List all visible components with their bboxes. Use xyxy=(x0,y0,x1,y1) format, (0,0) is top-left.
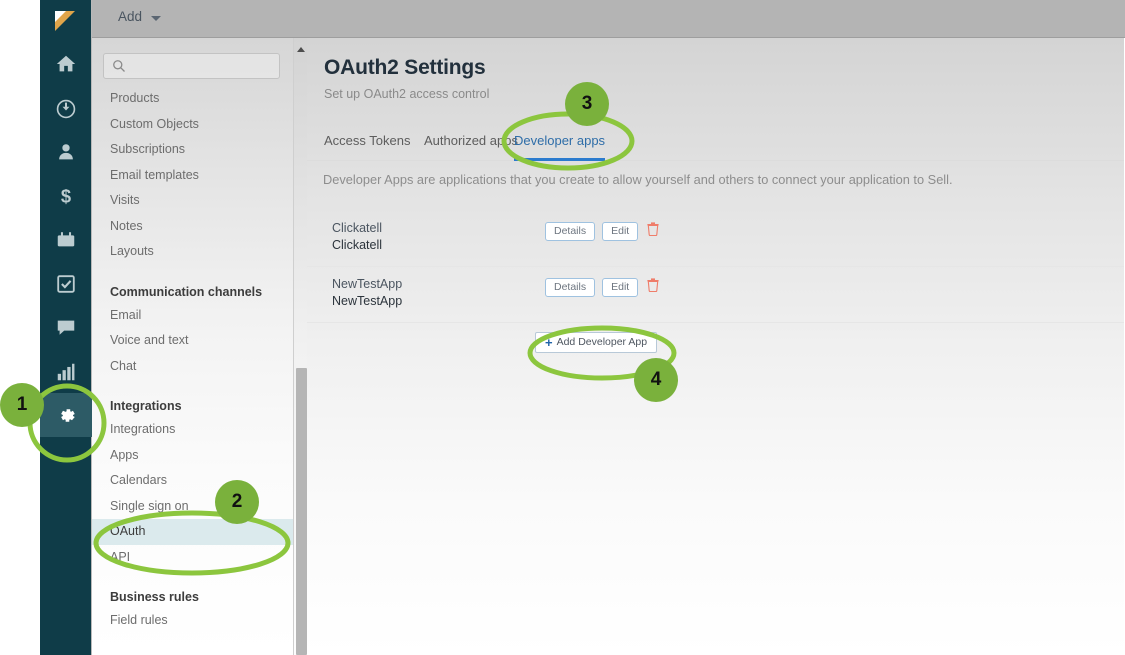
nav-item-apps[interactable]: Apps xyxy=(110,447,139,462)
nav-item-email-templates[interactable]: Email templates xyxy=(110,167,199,182)
settings-gear-rail-icon[interactable] xyxy=(40,393,92,437)
row-actions: Details Edit xyxy=(545,278,659,297)
nav-group-integrations: Integrations xyxy=(110,399,182,413)
svg-text:$: $ xyxy=(61,185,71,206)
deals-icon xyxy=(55,98,77,120)
rail-item-tasks[interactable] xyxy=(40,262,92,306)
dollar-icon: $ xyxy=(55,185,77,207)
trash-icon[interactable] xyxy=(647,222,659,241)
edit-button[interactable]: Edit xyxy=(602,222,639,241)
app-names: NewTestApp NewTestApp xyxy=(332,276,402,310)
plus-icon: + xyxy=(545,335,553,350)
nav-item-integrations[interactable]: Integrations xyxy=(110,422,176,436)
add-button-label: Add xyxy=(118,9,143,24)
edit-button[interactable]: Edit xyxy=(602,278,639,297)
gear-icon xyxy=(55,404,78,427)
page-description: Developer Apps are applications that you… xyxy=(323,172,953,187)
nav-item-chat[interactable]: Chat xyxy=(110,358,137,373)
nav-group-communication-channels: Communication channels xyxy=(110,284,263,299)
app-name: NewTestApp xyxy=(332,277,403,291)
rail-item-sales[interactable]: $ xyxy=(40,174,92,218)
rail-item-deals[interactable] xyxy=(40,87,92,131)
nav-search[interactable] xyxy=(103,53,280,79)
tab-bar: Access Tokens Authorized apps Developer … xyxy=(307,126,1124,161)
rail-item-calendar[interactable] xyxy=(40,218,92,262)
details-button[interactable]: Details xyxy=(545,222,596,241)
nav-group-business-rules: Business rules xyxy=(110,590,199,604)
reports-icon xyxy=(55,361,77,383)
table-row: Clickatell Clickatell Details Edit xyxy=(307,211,1124,267)
rail-item-reports[interactable] xyxy=(40,350,92,394)
nav-list: Products Custom Objects Subscriptions Em… xyxy=(92,86,305,655)
nav-scrollbar-thumb[interactable] xyxy=(296,368,307,655)
logo-icon[interactable] xyxy=(53,9,77,33)
scroll-up-arrow-icon[interactable] xyxy=(297,47,305,52)
nav-item-oauth[interactable]: OAuth xyxy=(92,519,305,545)
nav-item-products[interactable]: Products xyxy=(110,91,160,105)
details-button[interactable]: Details xyxy=(545,278,596,297)
rail-item-communication[interactable] xyxy=(40,305,92,349)
page-title: OAuth2 Settings xyxy=(324,56,486,79)
nav-item-visits[interactable]: Visits xyxy=(110,193,140,207)
search-icon xyxy=(112,59,126,78)
nav-item-calendars[interactable]: Calendars xyxy=(110,473,167,487)
tab-developer-apps[interactable]: Developer apps xyxy=(514,126,606,161)
nav-item-voice-and-text[interactable]: Voice and text xyxy=(110,333,189,347)
nav-scrollbar[interactable] xyxy=(293,38,307,655)
briefcase-icon xyxy=(55,229,77,251)
home-icon xyxy=(55,53,77,75)
nav-item-layouts[interactable]: Layouts xyxy=(110,244,154,258)
nav-item-field-rules[interactable]: Field rules xyxy=(110,613,168,627)
nav-item-subscriptions[interactable]: Subscriptions xyxy=(110,142,186,156)
developer-apps-list: Clickatell Clickatell Details Edit xyxy=(307,211,1124,379)
trash-icon[interactable] xyxy=(647,278,659,297)
main-content: OAuth2 Settings Set up OAuth2 access con… xyxy=(307,38,1124,655)
nav-item-api[interactable]: API xyxy=(110,549,131,564)
page-header: OAuth2 Settings Set up OAuth2 access con… xyxy=(324,56,489,101)
chat-icon xyxy=(55,316,77,338)
nav-item-notes[interactable]: Notes xyxy=(110,218,143,233)
settings-nav-panel: Products Custom Objects Subscriptions Em… xyxy=(92,38,305,655)
contacts-icon xyxy=(55,141,77,163)
rail-item-contacts[interactable] xyxy=(40,130,92,174)
table-row: NewTestApp NewTestApp Details Edit xyxy=(307,267,1124,323)
icon-rail: $ xyxy=(40,0,92,655)
annotation-badge-1: 1 xyxy=(0,383,44,427)
nav-item-custom-objects[interactable]: Custom Objects xyxy=(110,116,199,131)
chevron-down-icon xyxy=(151,15,162,21)
app-name: Clickatell xyxy=(332,221,383,235)
add-row: + Add Developer App xyxy=(307,323,1124,379)
row-actions: Details Edit xyxy=(545,222,659,241)
add-button[interactable]: Add xyxy=(118,9,162,24)
tab-authorized-apps[interactable]: Authorized apps xyxy=(424,133,518,148)
nav-item-single-sign-on[interactable]: Single sign on xyxy=(110,498,189,513)
tasks-icon xyxy=(55,273,77,295)
app-description: NewTestApp xyxy=(332,294,403,308)
tab-access-tokens[interactable]: Access Tokens xyxy=(324,133,411,148)
top-bar: Add xyxy=(92,0,1125,38)
add-developer-app-label: Add Developer App xyxy=(556,336,648,348)
app-description: Clickatell xyxy=(332,238,383,252)
nav-item-email[interactable]: Email xyxy=(110,307,142,322)
add-developer-app-button[interactable]: + Add Developer App xyxy=(535,332,658,353)
search-input[interactable] xyxy=(132,54,275,78)
app-names: Clickatell Clickatell xyxy=(332,220,382,254)
page-subtitle: Set up OAuth2 access control xyxy=(324,87,490,101)
rail-item-home[interactable] xyxy=(40,42,92,86)
